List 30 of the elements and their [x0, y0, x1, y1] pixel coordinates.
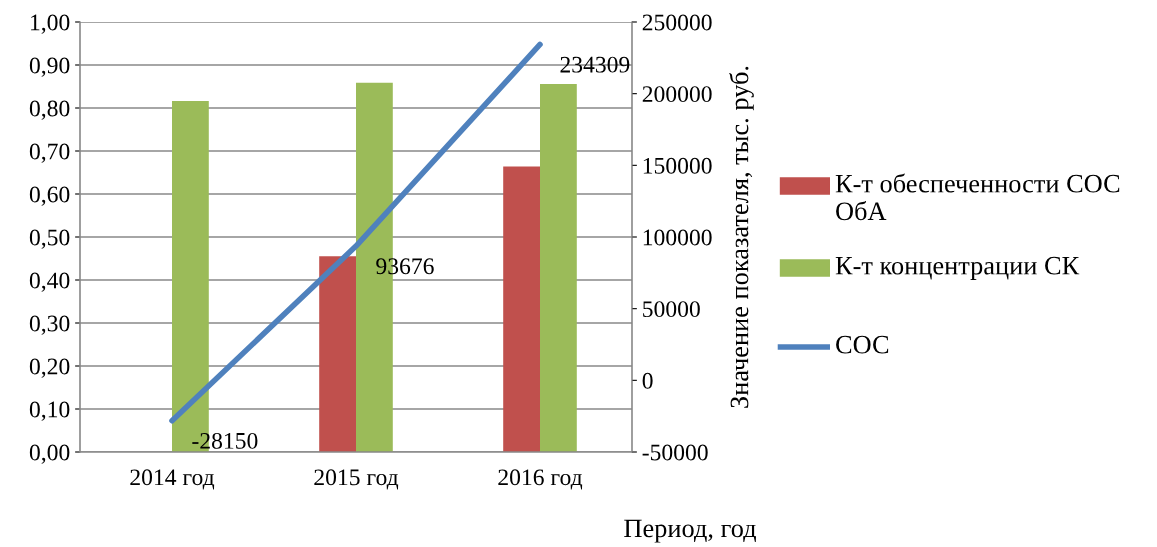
x-tick-label: 2015 год	[314, 469, 399, 490]
y-tick-label: 0,20	[29, 358, 70, 378]
y-tick-label: 0,10	[29, 401, 70, 421]
y-tick-label: 0,50	[29, 229, 70, 249]
y2-tick-label: 200000	[642, 86, 712, 103]
data-label: 234309	[560, 56, 630, 73]
legend-label: К-т обеспеченности СОС ОбА	[835, 173, 1120, 221]
legend-label: СОС	[836, 335, 889, 354]
x-tick-label: 2014 год	[130, 469, 215, 490]
x-axis-title: Период, год	[624, 519, 756, 543]
y-tick-label: 0,70	[29, 143, 70, 163]
y2-tick-label: 50000	[643, 301, 700, 318]
bar	[503, 166, 540, 452]
y2-tick-label: 150000	[643, 157, 712, 174]
y2-tick-label: 0	[642, 372, 653, 389]
y2-tick-label: 100000	[643, 229, 712, 246]
x-tick-label: 2016 год	[498, 469, 583, 490]
y-tick-label: 0,40	[29, 272, 70, 292]
y-tick-label: 1,00	[31, 14, 70, 34]
bar	[540, 83, 577, 452]
y2-tick-label: -50000	[642, 444, 708, 461]
legend-label: К-т концентрации СК	[835, 256, 1080, 280]
y2-axis-title: Значение показателя, тыс. руб.	[729, 66, 754, 408]
y-tick-label: 0,60	[29, 186, 70, 206]
y-tick-label: 0,30	[29, 315, 70, 335]
y2-tick-label: 250000	[642, 14, 712, 31]
y-tick-label: 0,90	[29, 57, 70, 77]
y-tick-label: 0,80	[29, 100, 70, 120]
y-tick-label: 0,00	[29, 444, 70, 464]
bar	[319, 256, 356, 452]
